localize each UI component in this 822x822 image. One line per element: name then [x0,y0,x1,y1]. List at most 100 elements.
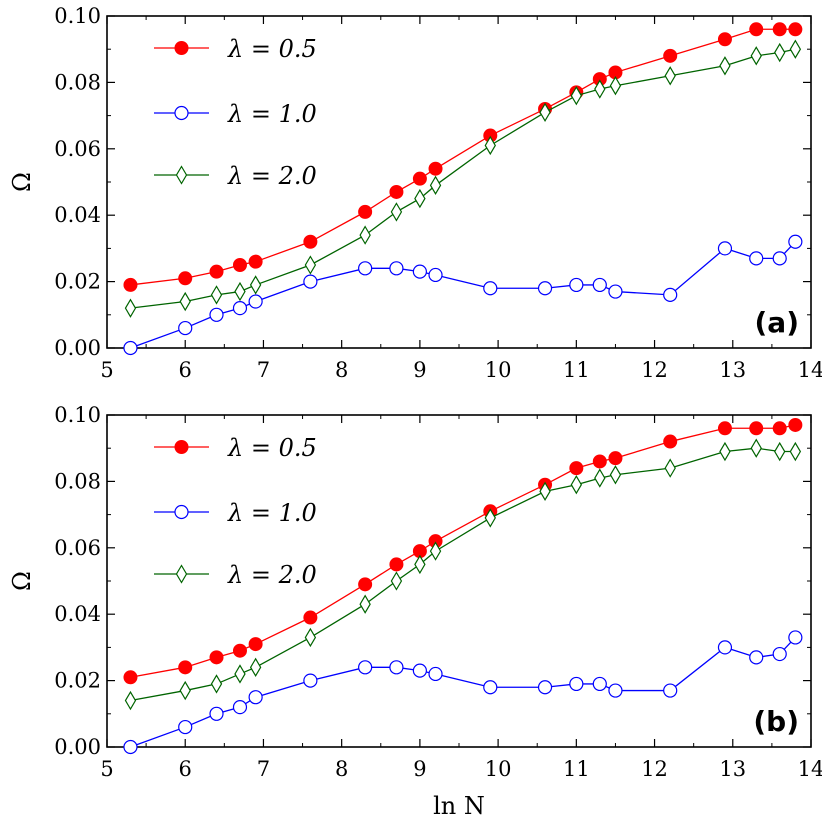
data-point [414,554,426,575]
data-point [717,241,733,256]
data-point [592,454,607,469]
x-tick-label: 5 [100,757,113,781]
panel-label: (b) [753,705,799,738]
series-open-circle [123,630,803,755]
data-point [749,421,764,436]
legend: λ = 0.5 λ = 1.0 λ = 2.0 [154,35,317,190]
data-point [412,663,427,678]
x-tick-label: 6 [179,757,192,781]
data-point [594,79,606,99]
data-point [774,42,786,63]
x-tick-label: 7 [257,358,270,382]
legend-label: λ = 0.5 [227,35,317,63]
data-point [428,161,443,176]
data-point [483,680,498,695]
data-point [569,676,584,692]
data-point [483,281,498,296]
data-point [772,251,787,266]
x-tick-label: 8 [335,757,348,781]
data-point [609,465,622,485]
x-tick-label: 7 [257,757,270,781]
series-open-circle [123,234,803,356]
y-tick-label: 0.08 [54,70,101,94]
data-point [484,508,496,528]
data-point [719,441,731,462]
legend-marker [174,41,189,55]
data-point [537,680,553,695]
data-point [389,261,404,276]
data-point [484,135,496,156]
data-point [789,39,802,59]
series-filled-circle [123,417,803,685]
data-point [124,298,137,318]
data-point [539,481,551,502]
x-tick-label: 11 [563,757,590,781]
data-point [594,468,606,488]
data-point [788,234,803,249]
data-point [664,458,676,478]
data-point [234,664,246,684]
y-tick-label: 0.06 [54,536,101,560]
panel-b: 5 6 7 8 9 10 11 12 13 14 0.00 0.02 0.04 0.06 0.08 0.10 Ω… [8,403,822,781]
data-point [663,287,678,302]
data-point [592,676,607,692]
data-point [232,301,248,316]
y-tick-label: 0.04 [54,602,101,626]
x-tick-label: 8 [335,358,348,382]
data-point [774,441,786,462]
data-point [609,76,622,96]
data-point [249,657,262,678]
y-tick-label: 0.10 [54,4,101,28]
series-line [130,28,796,286]
data-point [429,541,442,561]
data-point [664,66,676,86]
data-point [663,434,678,449]
data-point [304,255,317,275]
x-tick-label: 12 [641,358,668,382]
data-point [358,204,373,219]
y-tick-label: 0.04 [54,203,101,227]
data-point [178,719,193,735]
y-tick-label: 0.00 [54,336,101,360]
data-point [303,673,318,688]
plot-frame [106,15,812,349]
data-point [209,706,224,721]
series-line [130,241,796,349]
data-point [358,577,373,592]
legend-marker [175,165,188,185]
data-point [178,660,193,675]
data-point [717,421,732,436]
y-tick-label: 0.06 [54,137,101,161]
data-point [303,274,318,289]
data-point [178,320,193,336]
legend: λ = 0.5 λ = 1.0 λ = 2.0 [154,434,317,589]
data-point [570,475,583,495]
data-point [123,277,138,292]
data-point [389,660,404,675]
x-tick-label: 9 [413,757,426,781]
x-tick-label: 11 [563,358,590,382]
data-point [789,441,802,462]
y-axis-label: Ω [8,571,36,591]
data-point [537,281,553,296]
data-point [123,340,138,356]
x-tick-label: 13 [719,358,746,382]
legend-marker [174,440,189,454]
data-point [608,284,623,299]
data-point [232,700,248,715]
data-point [569,461,584,476]
data-point [663,683,678,698]
x-tick-label: 5 [100,358,113,382]
data-point [124,690,137,711]
data-point [772,421,787,436]
x-tick-label: 12 [641,757,668,781]
data-point [210,674,223,694]
data-point [749,650,764,665]
data-point [234,281,246,302]
data-point [304,627,317,648]
data-point [788,630,803,645]
series-open-diamond [124,39,802,318]
legend-label: λ = 2.0 [227,162,317,190]
x-tick-label: 9 [413,358,426,382]
data-point [570,85,583,106]
